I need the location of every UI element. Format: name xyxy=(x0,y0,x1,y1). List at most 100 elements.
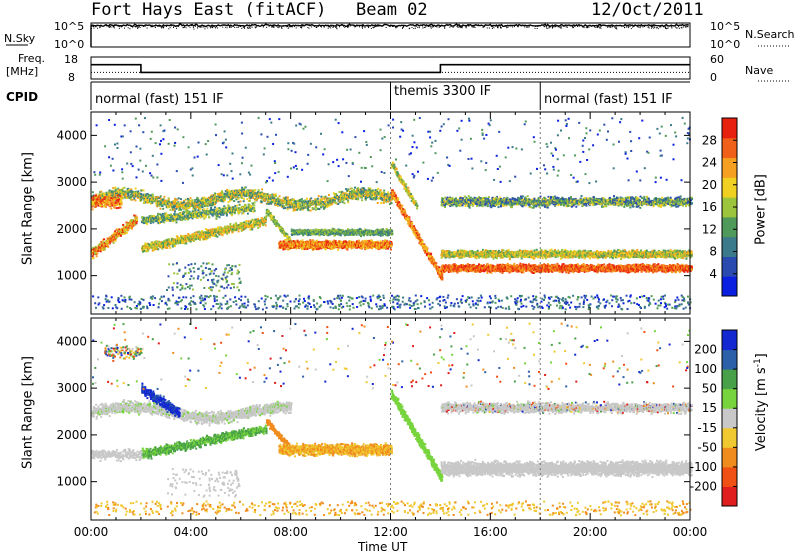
data-cell xyxy=(174,210,176,212)
nsearch-point xyxy=(193,26,194,27)
nsearch-point xyxy=(624,27,625,28)
nsearch-point xyxy=(109,25,110,26)
nsearch-point xyxy=(294,26,295,27)
nsearch-point xyxy=(320,26,321,27)
nsearch-point xyxy=(614,27,615,28)
nsearch-point xyxy=(667,28,668,29)
nsearch-point xyxy=(474,25,475,26)
nsearch-point xyxy=(236,27,237,28)
nsearch-point xyxy=(616,27,617,28)
nsearch-point xyxy=(316,27,317,28)
nsearch-point xyxy=(113,26,114,27)
data-cell xyxy=(92,191,94,193)
nsearch-point xyxy=(130,26,131,27)
data-cell xyxy=(135,188,137,190)
nsearch-point xyxy=(137,27,138,28)
nsearch-point xyxy=(434,25,435,26)
nsearch-point xyxy=(346,26,347,27)
nsearch-point xyxy=(626,27,627,28)
nsearch-point xyxy=(115,25,116,26)
nsearch-point xyxy=(628,26,629,27)
nsearch-point xyxy=(416,26,417,27)
nsearch-point xyxy=(492,26,493,27)
freq-panel-frame xyxy=(91,57,690,79)
nsearch-point xyxy=(118,26,119,27)
nsearch-point xyxy=(238,25,239,26)
nsearch-point xyxy=(354,26,355,27)
nsearch-point xyxy=(343,26,344,27)
nsearch-point xyxy=(119,28,120,29)
nsearch-point xyxy=(91,26,92,27)
nsearch-point xyxy=(335,27,336,28)
nsearch-point xyxy=(429,26,430,27)
data-cell xyxy=(162,208,164,210)
nsearch-point xyxy=(483,27,484,28)
nsearch-point xyxy=(404,25,405,26)
nsearch-point xyxy=(286,26,287,27)
nsearch-point xyxy=(675,27,676,28)
nsearch-point xyxy=(307,27,308,28)
nsearch-point xyxy=(552,27,553,28)
nsearch-point xyxy=(527,27,528,28)
nsearch-point xyxy=(201,25,202,26)
nsearch-point xyxy=(397,26,398,27)
nsearch-point xyxy=(195,25,196,26)
nsearch-point xyxy=(225,27,226,28)
nsearch-point xyxy=(685,26,686,27)
nsearch-point xyxy=(475,27,476,28)
nsearch-point xyxy=(198,26,199,27)
nsearch-point xyxy=(671,27,672,28)
nsearch-point xyxy=(493,26,494,27)
nsearch-point xyxy=(319,25,320,26)
nsearch-point xyxy=(177,26,178,27)
data-cell xyxy=(100,191,102,193)
nsearch-point xyxy=(269,26,270,27)
nsearch-point xyxy=(600,27,601,28)
nsearch-point xyxy=(240,26,241,27)
data-cell xyxy=(160,198,162,200)
nsearch-point xyxy=(424,27,425,28)
nsearch-point xyxy=(193,27,194,28)
nsearch-point xyxy=(628,25,629,26)
nsearch-point xyxy=(560,27,561,28)
nsearch-point xyxy=(248,28,249,29)
nsearch-point xyxy=(184,25,185,26)
nsearch-point xyxy=(535,28,536,29)
nsearch-point xyxy=(217,27,218,28)
nsearch-point xyxy=(216,26,217,27)
nsearch-point xyxy=(276,26,277,27)
nsearch-point xyxy=(588,27,589,28)
nsearch-point xyxy=(132,27,133,28)
nsearch-point xyxy=(678,26,679,27)
nsearch-point xyxy=(203,27,204,28)
nsearch-point xyxy=(631,28,632,29)
nsearch-point xyxy=(263,26,264,27)
nsearch-point xyxy=(318,26,319,27)
nsearch-point xyxy=(336,26,337,27)
nsearch-point xyxy=(453,27,454,28)
nsearch-point xyxy=(290,26,291,27)
nsearch-point xyxy=(350,26,351,27)
data-cell xyxy=(161,204,163,206)
data-cell xyxy=(170,209,172,211)
nsearch-point xyxy=(472,26,473,27)
nsearch-point xyxy=(552,24,553,25)
nsearch-point xyxy=(417,27,418,28)
nsearch-point xyxy=(191,25,192,26)
nsearch-point xyxy=(229,25,230,26)
nsearch-point xyxy=(415,26,416,27)
nsearch-point xyxy=(289,25,290,26)
data-cell xyxy=(135,199,137,201)
nsearch-point xyxy=(582,26,583,27)
nsearch-point xyxy=(281,28,282,29)
data-cell xyxy=(152,194,154,196)
nsearch-point xyxy=(537,25,538,26)
nsearch-point xyxy=(373,27,374,28)
nsearch-point xyxy=(252,27,253,28)
nsearch-point xyxy=(422,25,423,26)
nsearch-point xyxy=(612,26,613,27)
nsearch-point xyxy=(142,25,143,26)
nsearch-point xyxy=(480,25,481,26)
nsearch-point xyxy=(96,26,97,27)
nsearch-point xyxy=(466,27,467,28)
